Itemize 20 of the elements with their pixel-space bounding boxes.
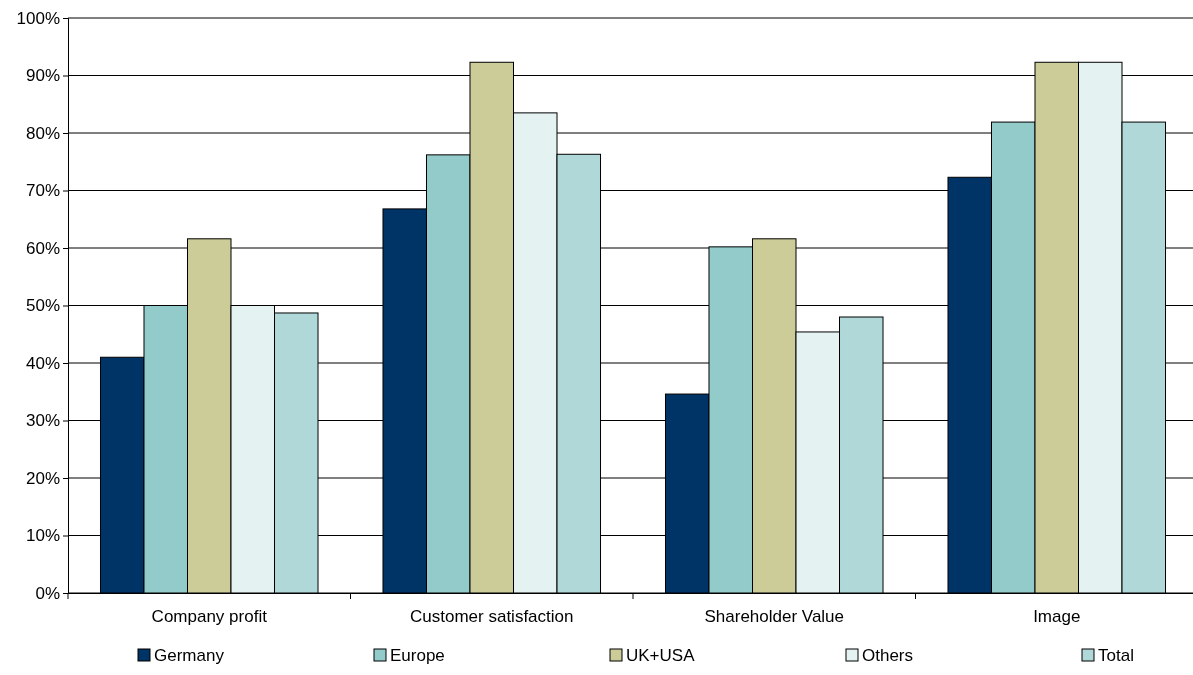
- y-tick-label: 20%: [25, 468, 60, 488]
- x-tick-label: Customer satisfaction: [410, 606, 574, 626]
- legend-label: Europe: [390, 645, 445, 665]
- y-tick-label: 90%: [25, 66, 60, 86]
- legend-label: UK+USA: [626, 645, 696, 665]
- x-tick-label: Company profit: [151, 606, 268, 626]
- x-tick-label: Image: [1033, 606, 1081, 626]
- y-tick-label: 40%: [25, 353, 60, 373]
- legend-label: Germany: [154, 645, 225, 665]
- legend-label: Others: [862, 645, 914, 665]
- legend-label: Total: [1098, 645, 1134, 665]
- y-tick-label: 60%: [25, 238, 60, 258]
- y-tick-label: 10%: [25, 526, 60, 546]
- x-tick-label: Shareholder Value: [704, 606, 845, 626]
- y-tick-label: 30%: [25, 411, 60, 431]
- y-tick-label: 50%: [25, 296, 60, 316]
- y-tick-label: 70%: [25, 181, 60, 201]
- y-tick-label: 0%: [35, 583, 60, 603]
- y-tick-label: 100%: [16, 8, 60, 28]
- y-tick-label: 80%: [25, 123, 60, 143]
